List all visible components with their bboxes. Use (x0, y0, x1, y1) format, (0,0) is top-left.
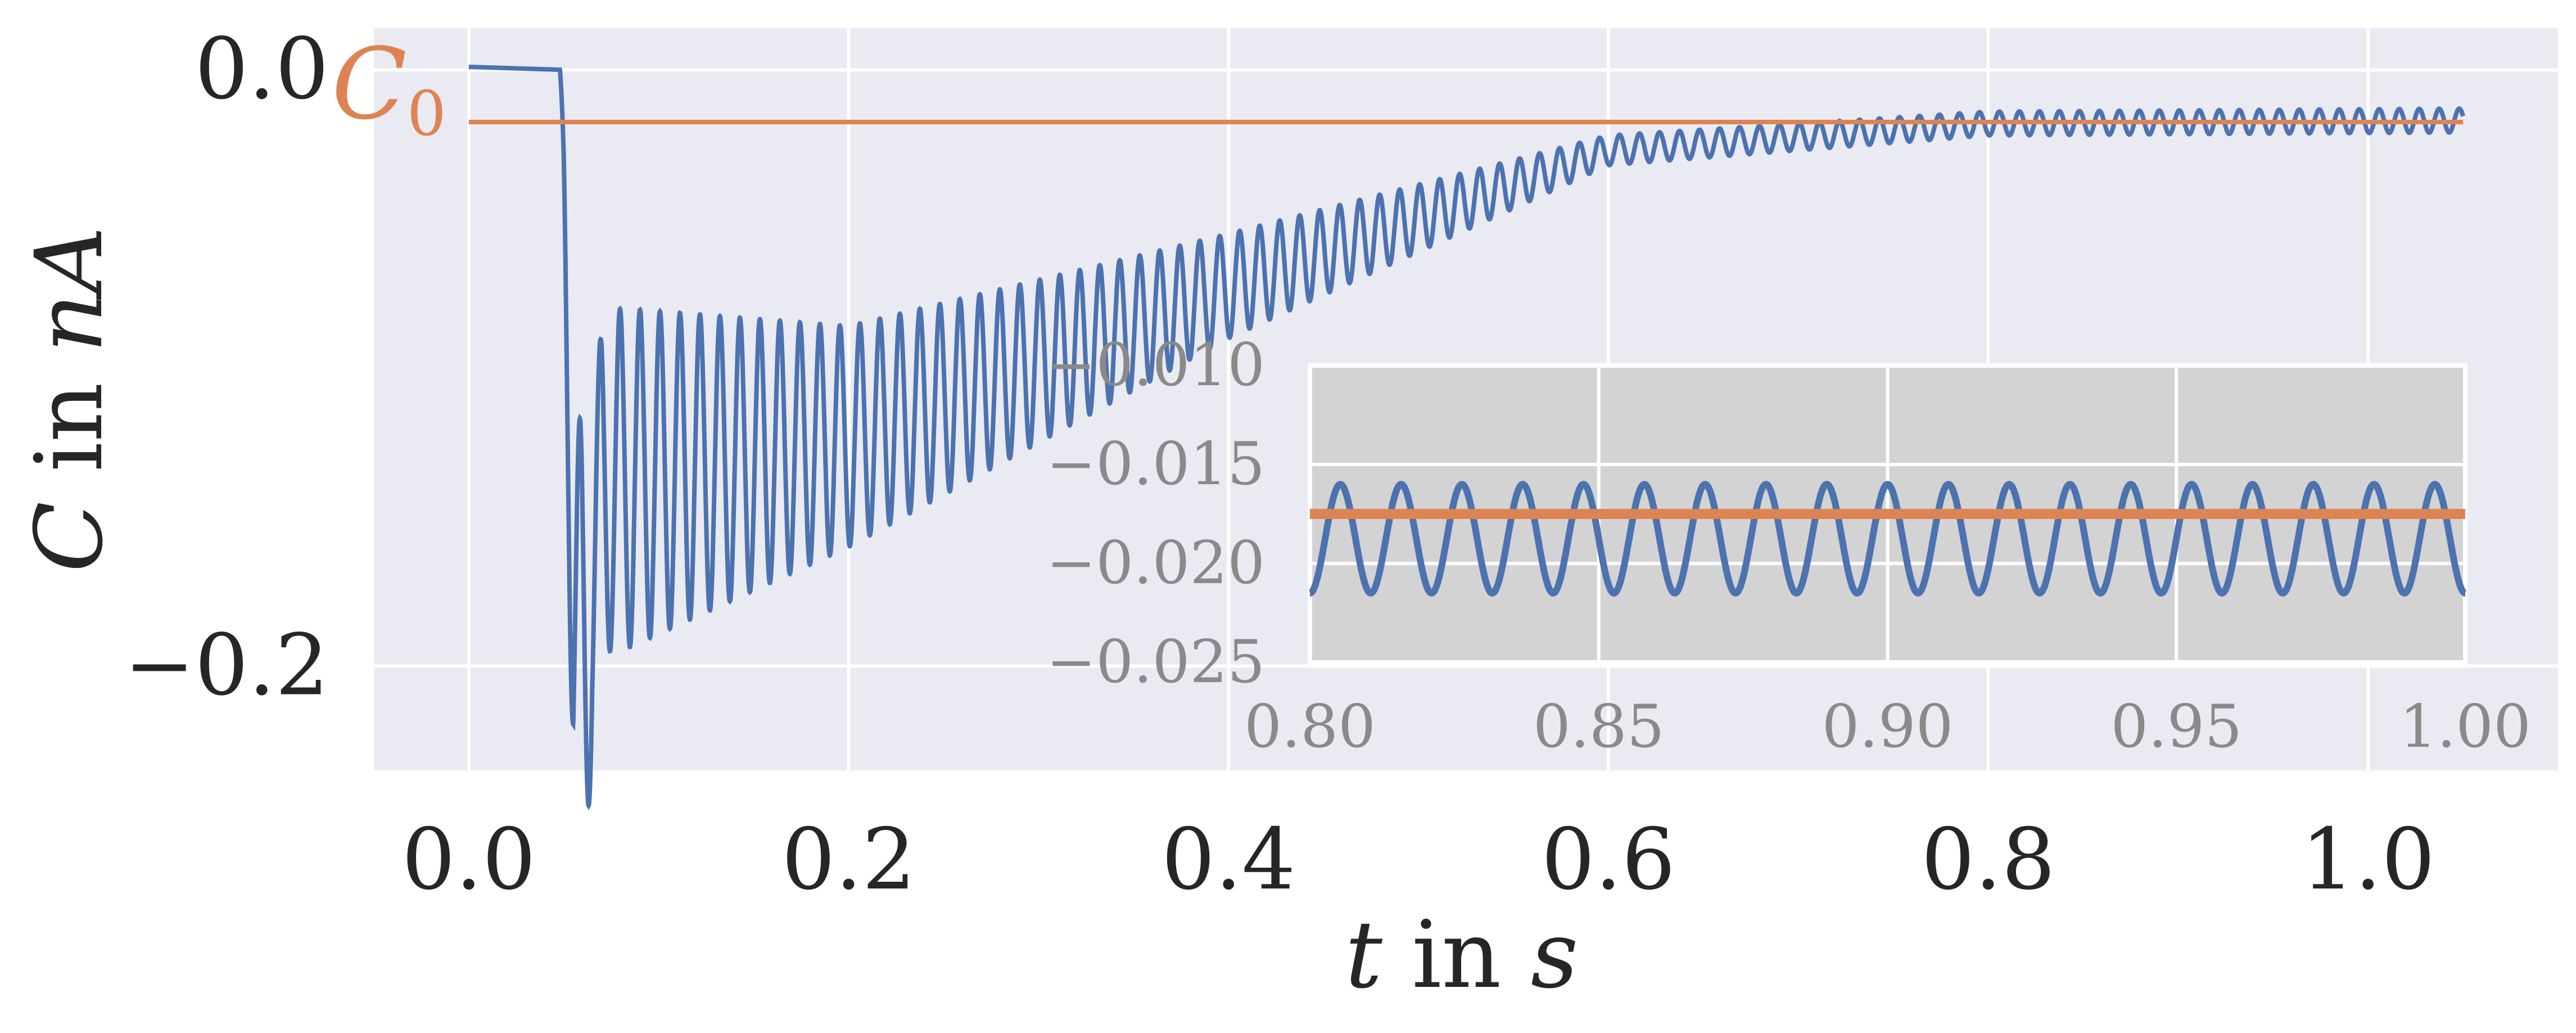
main-x-tick-label: 0.4 (1162, 811, 1296, 909)
main-x-tick-label: 0.0 (402, 811, 536, 909)
c0-annotation: C0 (332, 28, 446, 150)
main-x-tick-label: 0.2 (781, 811, 916, 909)
x-axis-label: t in s (1345, 901, 1579, 1009)
inset-current-line (1309, 481, 2466, 597)
main-x-ticks: 0.0 0.2 0.4 0.6 0.8 1.0 (402, 811, 2435, 909)
inset-y-tick-label: −0.015 (1046, 430, 1265, 498)
main-x-tick-label: 0.6 (1542, 811, 1676, 909)
inset-series (1309, 481, 2466, 597)
inset-x-tick-label: 0.95 (2110, 692, 2242, 761)
inset-x-tick-label: 0.85 (1533, 692, 1665, 761)
inset-x-tick-label: 0.80 (1244, 692, 1376, 761)
main-y-tick-label: −0.2 (124, 616, 329, 714)
main-y-ticks: 0.0 −0.2 (124, 20, 329, 714)
inset-x-ticks: 0.80 0.85 0.90 0.95 1.00 (1244, 692, 2531, 761)
inset-x-tick-label: 0.90 (1822, 692, 1954, 761)
main-x-tick-label: 0.8 (1921, 811, 2055, 909)
inset-y-tick-label: −0.020 (1046, 529, 1265, 597)
main-current-line (468, 64, 2465, 810)
inset-x-tick-label: 1.00 (2399, 692, 2531, 761)
inset-y-tick-label: −0.025 (1046, 628, 1265, 696)
inset-y-tick-label: −0.010 (1046, 331, 1265, 399)
main-y-tick-label: 0.0 (195, 20, 329, 118)
y-axis-label: C in nA (15, 226, 123, 572)
inset-y-ticks: −0.010 −0.015 −0.020 −0.025 (1046, 331, 1265, 696)
main-series (468, 64, 2465, 810)
main-x-tick-label: 1.0 (2301, 811, 2435, 909)
